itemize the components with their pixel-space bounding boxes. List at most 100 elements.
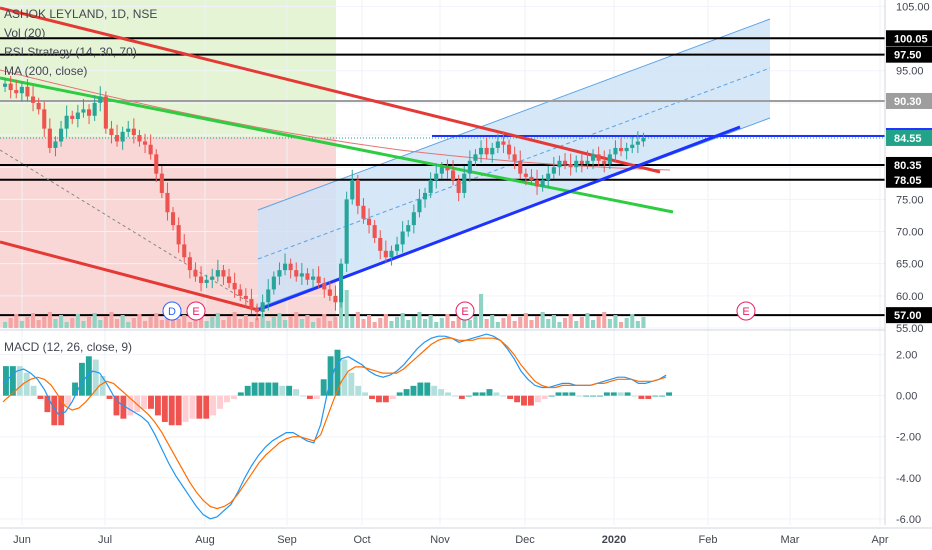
macd-legend: MACD (12, 26, close, 9) bbox=[4, 338, 132, 357]
volume-bar bbox=[120, 315, 125, 328]
candle-body bbox=[635, 141, 640, 145]
price-label-box bbox=[886, 46, 932, 63]
volume-bar bbox=[389, 321, 394, 328]
volume-bar bbox=[551, 315, 556, 328]
macd-histogram-bar bbox=[576, 395, 583, 397]
macd-histogram-bar bbox=[348, 372, 355, 396]
macd-histogram-bar bbox=[424, 382, 431, 396]
candle-body bbox=[339, 263, 344, 303]
volume-bar bbox=[546, 319, 551, 328]
volume-bar bbox=[154, 313, 159, 328]
macd-histogram-bar bbox=[521, 395, 527, 406]
volume-bar bbox=[507, 314, 512, 328]
volume-bar bbox=[641, 317, 646, 328]
macd-histogram-bar bbox=[327, 356, 334, 396]
volume-bar bbox=[42, 316, 47, 328]
volume-bar bbox=[260, 314, 265, 328]
macd-histogram-bar bbox=[85, 356, 92, 396]
macd-histogram-bar bbox=[58, 395, 65, 426]
event-marker-label: E bbox=[742, 306, 749, 318]
macd-histogram-bar bbox=[534, 395, 541, 403]
candle-body bbox=[31, 96, 36, 103]
volume-bar bbox=[383, 314, 388, 328]
candle-body bbox=[557, 160, 562, 168]
volume-bar bbox=[484, 319, 489, 328]
volume-bar bbox=[400, 313, 405, 328]
macd-histogram-bar bbox=[445, 392, 451, 396]
candle-body bbox=[462, 173, 467, 193]
candle-body bbox=[3, 83, 8, 87]
legend-rsi-strategy[interactable]: RSI Strategy (14, 30, 70) bbox=[4, 45, 137, 59]
macd-histogram-bar bbox=[230, 395, 237, 399]
volume-bar bbox=[434, 322, 439, 328]
time-tick-label: Dec bbox=[515, 534, 535, 546]
candle-body bbox=[126, 128, 131, 132]
volume-bar bbox=[227, 316, 232, 328]
volume-bar bbox=[47, 312, 52, 328]
price-label-text: 57.00 bbox=[894, 310, 922, 322]
event-marker-d: D bbox=[162, 301, 182, 321]
candle-body bbox=[540, 180, 545, 187]
price-tick-label: 65.00 bbox=[896, 259, 924, 271]
legend-moving-average[interactable]: MA (200, close) bbox=[4, 64, 88, 78]
volume-bar bbox=[467, 320, 472, 328]
candle-body bbox=[574, 160, 579, 168]
candle-body bbox=[406, 225, 411, 232]
candle-body bbox=[243, 295, 248, 300]
candle-body bbox=[70, 115, 75, 119]
volume-bar bbox=[327, 321, 332, 328]
candle-body bbox=[193, 270, 198, 277]
macd-histogram-bar bbox=[403, 389, 410, 396]
volume-bar bbox=[624, 318, 629, 328]
price-label-text: 80.35 bbox=[894, 160, 922, 172]
volume-bar bbox=[579, 317, 584, 328]
volume-bar bbox=[490, 315, 495, 328]
event-marker-e: E bbox=[455, 301, 475, 321]
price-tick-label: 105.00 bbox=[896, 1, 930, 13]
volume-bar bbox=[512, 321, 517, 328]
macd-histogram-bar bbox=[431, 385, 438, 396]
event-marker-circle bbox=[186, 301, 206, 321]
volume-bar bbox=[406, 320, 411, 328]
volume-bar bbox=[64, 322, 69, 328]
time-tick-label: Apr bbox=[871, 534, 888, 546]
candle-body bbox=[227, 276, 232, 283]
volume-bar bbox=[87, 317, 92, 328]
price-label-90-30: 90.30 bbox=[886, 92, 932, 109]
candle-body bbox=[484, 147, 489, 155]
candle-body bbox=[305, 273, 310, 280]
candle-body bbox=[350, 180, 355, 200]
channel-mid bbox=[257, 67, 771, 260]
macd-title[interactable]: MACD (12, 26, close, 9) bbox=[4, 340, 133, 354]
macd-histogram-bar bbox=[652, 395, 659, 397]
volume-bar bbox=[238, 319, 243, 328]
volume-bar bbox=[395, 317, 400, 328]
volume-bar bbox=[417, 312, 422, 328]
volume-bar bbox=[607, 319, 612, 328]
macd-histogram-bar bbox=[23, 372, 30, 396]
candle-body bbox=[232, 282, 237, 290]
candle-body bbox=[131, 128, 136, 136]
candle-body bbox=[109, 128, 114, 136]
candle-body bbox=[92, 102, 97, 116]
volume-bar bbox=[288, 316, 293, 328]
legend-volume[interactable]: Vol (20) bbox=[4, 26, 46, 40]
macd-histogram-bar bbox=[355, 385, 362, 396]
candle-body bbox=[47, 128, 52, 148]
macd-histogram-bar bbox=[486, 389, 493, 396]
time-tick-label: Nov bbox=[430, 534, 450, 546]
volume-bar bbox=[81, 321, 86, 328]
macd-histogram-bar bbox=[500, 395, 507, 397]
volume-bar bbox=[221, 320, 226, 328]
volume-bar bbox=[14, 314, 19, 328]
macd-histogram-bar bbox=[30, 385, 37, 396]
macd-histogram-bar bbox=[479, 392, 486, 396]
volume-bar bbox=[215, 313, 220, 328]
volume-bar bbox=[126, 322, 131, 328]
candle-body bbox=[260, 302, 265, 312]
volume-bar bbox=[299, 319, 304, 328]
candle-body bbox=[137, 135, 142, 142]
candle-body bbox=[613, 147, 618, 155]
volume-bar bbox=[232, 312, 237, 328]
candle-body bbox=[19, 86, 24, 94]
